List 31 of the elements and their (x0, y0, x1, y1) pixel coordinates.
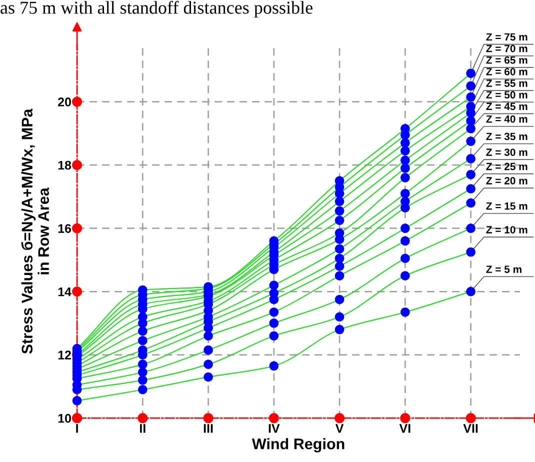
text: Z = 60 m (486, 68, 528, 76)
x-tick-label: III (204, 424, 213, 433)
x-tick-label: V (335, 424, 344, 433)
y-tick-label: 18 (58, 160, 72, 170)
x-tick-label: IV (268, 424, 280, 433)
text: Z = 65 m (486, 56, 528, 64)
x-tick-label: II (140, 424, 146, 433)
text: as 75 m with all standoff distances possible (0, 0, 312, 18)
y-tick-label: 20 (58, 98, 71, 106)
x-tick-label: VI (399, 424, 410, 433)
series-label: Z = 40 m (486, 115, 528, 123)
series-label: Z = 15 m (486, 202, 528, 210)
y-tick-label: 16 (58, 224, 72, 233)
y-tick-label: 10 (58, 414, 71, 423)
x-tick-label: I (76, 424, 78, 433)
text: Z = 55 m (486, 80, 528, 87)
series-label: Z = 5 m (486, 266, 522, 273)
series-label: Z = 35 m (486, 132, 528, 140)
x-tick-label: VII (463, 424, 478, 433)
series-label: Z = 30 m (486, 148, 528, 156)
y-axis-title: Stress Values б=Ny/A+M/Wx, MPa in Row Area (21, 108, 50, 354)
series-label: Z = 25 m (486, 162, 528, 170)
series-label: Z = 20 m (486, 177, 528, 184)
series-label: Z = 10 m (486, 226, 528, 234)
series-label: Z = 45 m (486, 102, 528, 110)
text: Z = 50 m (486, 91, 528, 99)
text: Z = 75 m (486, 33, 528, 41)
y-tick-label: 14 (58, 288, 72, 296)
x-axis-title: Wind Region (252, 438, 344, 452)
y-tick-label: 12 (58, 350, 71, 360)
text: Z = 70 m (486, 44, 528, 52)
